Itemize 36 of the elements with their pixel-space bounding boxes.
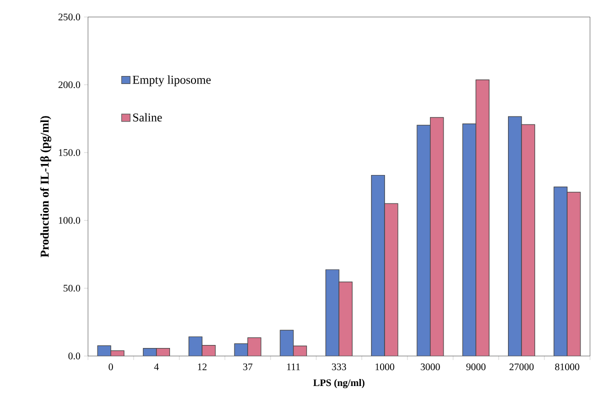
x-tick-label: 111 xyxy=(287,364,300,370)
x-tick-label: 0 xyxy=(108,364,113,370)
bar xyxy=(326,270,340,356)
bar xyxy=(554,186,568,356)
bar xyxy=(476,79,490,356)
bar xyxy=(508,116,522,356)
legend-label: Empty liposome xyxy=(132,75,211,86)
x-tick-label: 333 xyxy=(332,364,346,370)
bar xyxy=(566,192,581,356)
x-tick-label: 9000 xyxy=(466,364,486,370)
bar xyxy=(371,174,385,356)
x-tick-label: 27000 xyxy=(510,364,534,370)
y-tick-label: 200.0 xyxy=(58,81,80,88)
bar xyxy=(462,124,476,356)
y-tick-label: 50.0 xyxy=(64,284,80,292)
x-axis-title: LPS (ng/ml) xyxy=(313,379,364,388)
x-tick-label: 81000 xyxy=(555,364,580,370)
bar xyxy=(430,117,444,356)
bar xyxy=(339,282,352,356)
x-tick-label: 4 xyxy=(154,364,159,370)
y-tick-label: 100.0 xyxy=(58,217,80,224)
x-tick-label: 37 xyxy=(243,364,252,370)
x-tick-label: 3000 xyxy=(420,364,440,370)
y-tick-label: 150.0 xyxy=(58,149,80,156)
x-tick-label: 1000 xyxy=(376,364,394,370)
y-tick-label: 0.0 xyxy=(68,352,80,360)
y-axis-title: Production of IL-1β (pg/ml) xyxy=(40,116,52,258)
bar xyxy=(247,337,262,356)
bar xyxy=(280,330,294,356)
bar xyxy=(416,124,431,356)
legend-label: Saline xyxy=(133,113,162,122)
x-tick-label: 12 xyxy=(198,364,207,370)
bar xyxy=(521,124,536,356)
bar xyxy=(384,203,398,356)
bar xyxy=(188,336,202,356)
y-tick-label: 250.0 xyxy=(58,14,80,20)
